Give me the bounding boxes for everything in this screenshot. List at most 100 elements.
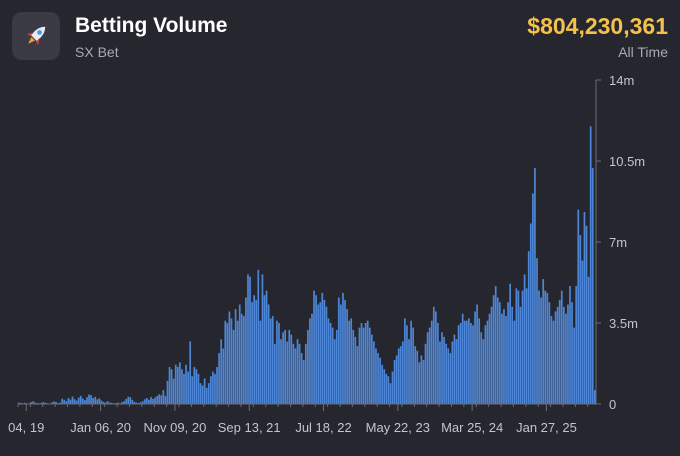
bar [317,304,320,404]
bar [209,376,212,404]
bar [484,325,487,404]
bar [329,323,332,404]
bar [199,383,202,404]
bar [273,343,276,404]
bar [251,302,253,404]
bar [546,292,549,404]
bar [222,348,225,404]
bar [373,341,375,404]
y-tick-label: 3.5m [609,316,638,331]
chart-subtitle: SX Bet [75,44,119,60]
bar [391,371,394,404]
bar [282,332,284,404]
bar [404,318,406,404]
bar [226,323,229,404]
bar [342,292,344,404]
bar [379,357,381,404]
x-tick-label: 04, 19 [8,420,44,435]
bar [145,397,148,404]
bar [434,311,437,404]
bar [34,402,37,404]
bar [519,306,522,404]
bar [358,327,361,404]
bar [521,290,524,404]
bar [496,297,499,404]
bar [509,283,512,404]
bar [117,402,119,404]
bar [401,341,404,404]
bar [552,320,555,404]
x-tick-label: Sep 13, 21 [218,420,281,435]
bar [243,316,245,404]
bar [532,193,534,404]
bar [296,339,299,404]
bar [181,369,183,404]
bar [121,402,123,404]
bar [331,327,334,404]
y-tick-label: 7m [609,235,627,250]
bar [304,343,307,404]
bar [465,320,468,404]
x-tick-label: May 22, 23 [366,420,430,435]
bar [249,276,251,404]
bar [75,400,78,404]
bar [96,399,99,404]
bar [286,341,289,404]
bar [150,397,152,404]
bar [395,355,398,404]
bar [525,288,528,404]
bar [556,306,559,404]
bar [185,364,187,404]
bar [179,362,181,404]
bar [416,350,419,404]
bar [366,320,369,404]
bar [238,304,241,404]
bar [309,318,311,404]
bar [567,304,569,404]
bar [230,318,233,404]
bar [346,309,348,404]
bar [224,320,227,404]
bar [536,258,538,404]
bar [187,371,189,404]
bar [67,397,70,404]
bar [550,316,553,404]
bar [191,376,194,404]
bar [333,339,336,404]
bar [55,401,57,404]
bar [84,400,86,404]
bar [71,396,74,404]
bar [486,320,489,404]
rocket-icon [26,26,46,46]
bar [154,397,156,404]
bar [480,332,483,404]
bar [125,398,128,404]
bar [441,332,443,404]
bar [284,329,286,404]
bar [364,323,367,404]
x-tick-label: Jan 27, 25 [516,420,577,435]
bar [253,295,256,404]
bar [106,401,109,404]
bar [589,126,592,404]
bar [152,398,154,404]
bar [133,401,136,404]
bar [370,334,373,404]
bar [583,211,586,404]
bar [348,320,350,404]
bar [350,318,353,404]
bar [443,336,445,404]
bar [513,320,516,404]
bar [255,299,258,404]
bar [383,369,386,404]
bar [335,329,338,404]
bar [245,297,247,404]
bar [565,313,567,404]
bar [439,341,441,404]
app-icon [12,12,60,60]
bar [381,364,384,404]
chart-title: Betting Volume [75,14,228,37]
y-tick-label: 0 [609,397,616,412]
bar [397,348,400,404]
bar [581,260,584,404]
